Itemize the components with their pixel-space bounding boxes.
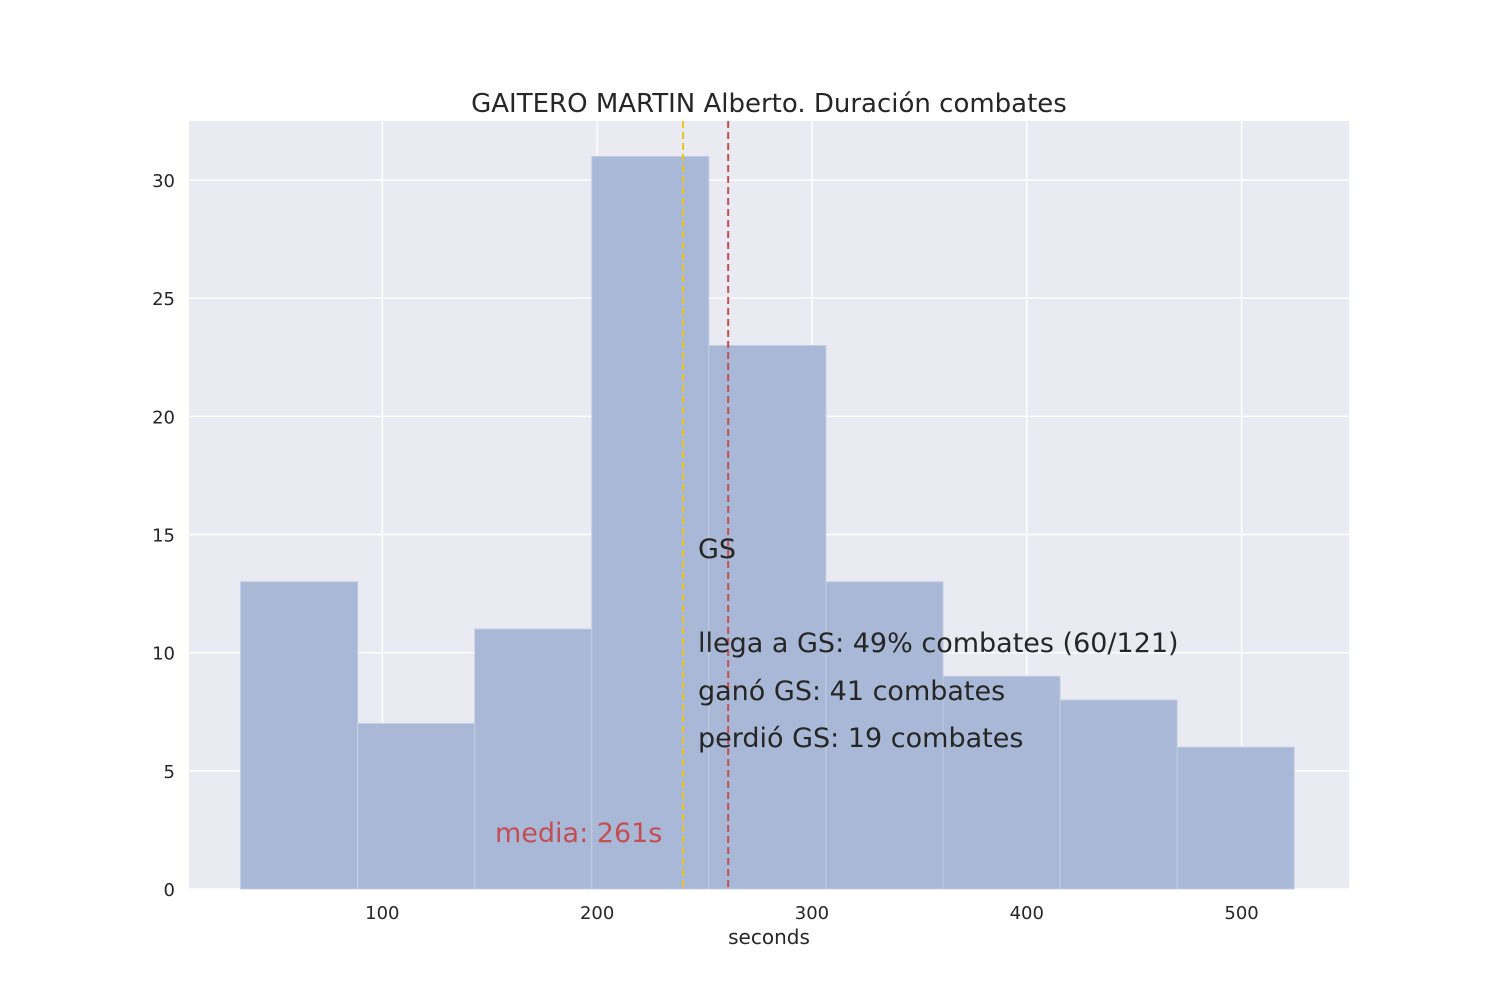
x-tick-label: 200 — [580, 903, 614, 924]
histogram-bar — [825, 581, 944, 890]
histogram-bar — [591, 155, 710, 890]
annotation-reach-gs: llega a GS: 49% combates (60/121) — [698, 628, 1179, 659]
x-tick-label: 100 — [365, 903, 399, 924]
x-tick-label: 400 — [1010, 903, 1044, 924]
histogram-bar — [240, 581, 359, 890]
histogram-bar — [1176, 746, 1295, 890]
reference-lines — [682, 121, 730, 889]
y-tick-label: 5 — [164, 762, 175, 783]
x-tick-label: 500 — [1224, 903, 1258, 924]
annotation-lost-gs: perdió GS: 19 combates — [698, 723, 1023, 754]
y-tick-label: 10 — [152, 644, 175, 665]
x-axis-label: seconds — [728, 925, 810, 949]
histogram-bars — [240, 155, 1295, 890]
y-tick-label: 30 — [152, 171, 175, 192]
x-axis-ticks: 100 200 300 400 500 — [365, 903, 1259, 924]
y-tick-label: 20 — [152, 407, 175, 428]
y-axis-ticks: 0 5 10 15 20 25 30 — [152, 171, 175, 901]
annotation-mean: media: 261s — [495, 818, 662, 849]
histogram-bar — [708, 344, 827, 890]
histogram-bar — [474, 628, 593, 890]
y-tick-label: 15 — [152, 526, 175, 547]
histogram-bar — [1059, 699, 1178, 890]
y-tick-label: 25 — [152, 289, 175, 310]
annotation-gs: GS — [698, 534, 736, 565]
histogram-bar — [357, 723, 476, 890]
histogram-bar — [942, 675, 1061, 890]
x-tick-label: 300 — [795, 903, 829, 924]
annotation-won-gs: ganó GS: 41 combates — [698, 676, 1005, 707]
y-tick-label: 0 — [164, 880, 175, 901]
chart-title: GAITERO MARTIN Alberto. Duración combate… — [471, 89, 1067, 119]
